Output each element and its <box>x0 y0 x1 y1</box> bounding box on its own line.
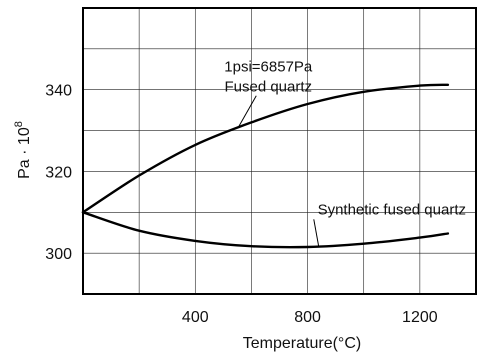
x-tick-label: 400 <box>182 309 209 326</box>
leader-line-fused-quartz <box>238 95 257 127</box>
x-axis-title: Temperature(°C) <box>243 335 361 352</box>
y-axis-title-exponent: 8 <box>13 121 25 127</box>
plot-frame <box>82 7 477 295</box>
y-tick-label: 320 <box>45 164 72 181</box>
annotation-fused-quartz: Fused quartz <box>224 79 312 96</box>
y-tick-label: 300 <box>45 246 72 263</box>
series-line-fused-quartz <box>81 83 450 214</box>
y-tick-label: 340 <box>45 83 72 100</box>
x-gridlines <box>138 8 421 294</box>
y-axis-title: Pa · 108 <box>13 121 33 179</box>
svg-text:Pa · 108: Pa · 108 <box>13 121 33 179</box>
annotation-conversion: 1psi=6857Pa <box>224 58 313 75</box>
leader-line-synthetic-fused-quartz <box>313 219 320 248</box>
x-tick-label: 1200 <box>402 309 438 326</box>
y-axis-title-main: Pa · 10 <box>16 127 33 179</box>
x-tick-label: 800 <box>294 309 321 326</box>
series-line-synthetic-fused-quartz <box>81 211 450 249</box>
x-tick-labels: 400 800 1200 <box>182 309 438 326</box>
annotation-synthetic-fused-quartz: Synthetic fused quartz <box>318 201 466 218</box>
y-gridlines <box>83 48 476 254</box>
y-tick-labels: 300 320 340 <box>45 83 72 263</box>
